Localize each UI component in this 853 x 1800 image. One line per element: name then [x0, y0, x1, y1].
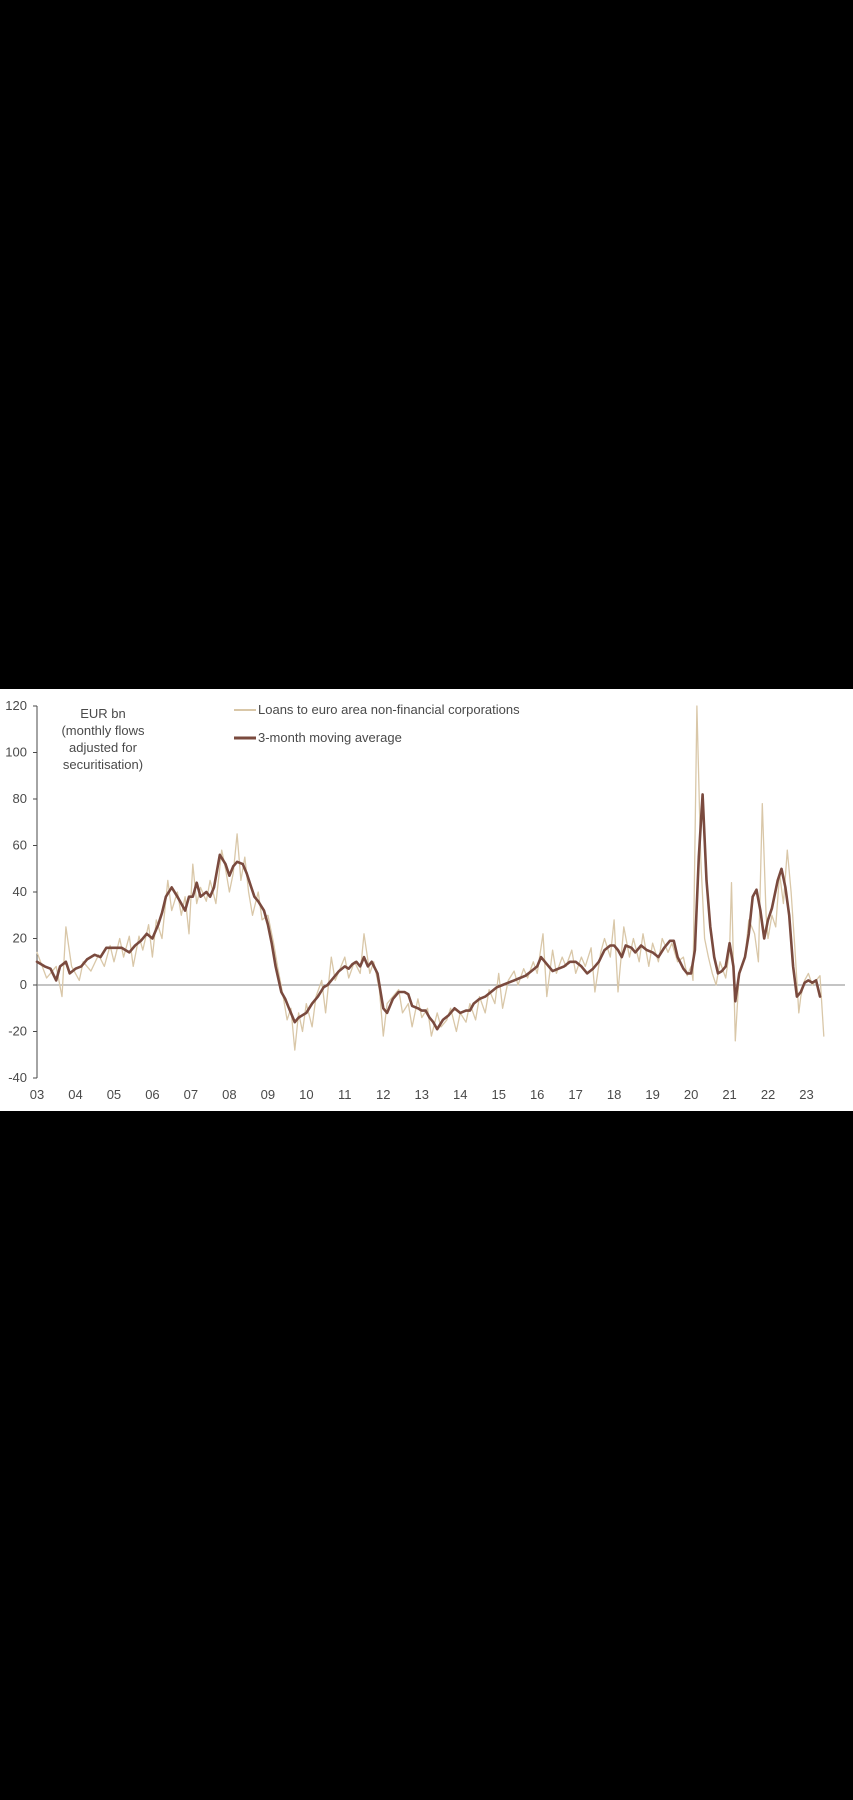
legend-label-moving-average: 3-month moving average — [258, 730, 402, 745]
chart-panel: -40 -20 0 20 40 60 80 100 120 03 04 05 06 07 08 09 10 11… — [0, 689, 853, 1111]
x-tick-label: 15 — [491, 1087, 505, 1102]
legend-item-loans: Loans to euro area non-financial corpora… — [234, 702, 520, 717]
x-tick-label: 18 — [607, 1087, 621, 1102]
line-chart: -40 -20 0 20 40 60 80 100 120 03 04 05 06 07 08 09 10 11… — [5, 698, 845, 1102]
y-axis-ticks: -40 -20 0 20 40 60 80 100 120 — [5, 698, 37, 1085]
x-tick-label: 04 — [68, 1087, 82, 1102]
x-tick-label: 19 — [645, 1087, 659, 1102]
y-tick-label: 120 — [5, 698, 27, 713]
x-tick-label: 07 — [184, 1087, 198, 1102]
y-tick-label: 100 — [5, 745, 27, 760]
x-tick-label: 14 — [453, 1087, 467, 1102]
unit-label-line: EUR bn — [80, 706, 126, 721]
unit-label-line: adjusted for — [69, 740, 138, 755]
legend: Loans to euro area non-financial corpora… — [234, 702, 520, 745]
legend-label-loans: Loans to euro area non-financial corpora… — [258, 702, 520, 717]
x-tick-label: 06 — [145, 1087, 159, 1102]
x-tick-label: 13 — [415, 1087, 429, 1102]
y-tick-label: -20 — [8, 1024, 27, 1039]
x-tick-label: 03 — [30, 1087, 44, 1102]
x-tick-label: 12 — [376, 1087, 390, 1102]
x-tick-label: 11 — [338, 1087, 352, 1102]
x-tick-label: 21 — [722, 1087, 736, 1102]
legend-item-moving-average: 3-month moving average — [234, 730, 402, 745]
series-line-loans — [36, 705, 825, 1051]
x-tick-label: 09 — [261, 1087, 275, 1102]
y-tick-label: -40 — [8, 1070, 27, 1085]
unit-label-line: securitisation) — [63, 757, 143, 772]
x-tick-label: 17 — [568, 1087, 582, 1102]
x-tick-label: 10 — [299, 1087, 313, 1102]
y-tick-label: 60 — [13, 838, 27, 853]
x-tick-label: 23 — [799, 1087, 813, 1102]
unit-label: EUR bn (monthly flows adjusted for securiti… — [61, 706, 145, 772]
series-line-moving-average — [35, 793, 822, 1031]
x-tick-label: 22 — [761, 1087, 775, 1102]
x-tick-label: 08 — [222, 1087, 236, 1102]
y-tick-label: 20 — [13, 931, 27, 946]
x-axis-ticks: 03 04 05 06 07 08 09 10 11 12 13 14 15 16 17 18 19 20 21 22… — [30, 1087, 814, 1102]
y-tick-label: 40 — [13, 884, 27, 899]
series-layer — [35, 705, 825, 1051]
x-tick-label: 20 — [684, 1087, 698, 1102]
x-tick-label: 05 — [107, 1087, 121, 1102]
unit-label-line: (monthly flows — [61, 723, 145, 738]
y-tick-label: 0 — [20, 977, 27, 992]
y-tick-label: 80 — [13, 791, 27, 806]
x-tick-label: 16 — [530, 1087, 544, 1102]
